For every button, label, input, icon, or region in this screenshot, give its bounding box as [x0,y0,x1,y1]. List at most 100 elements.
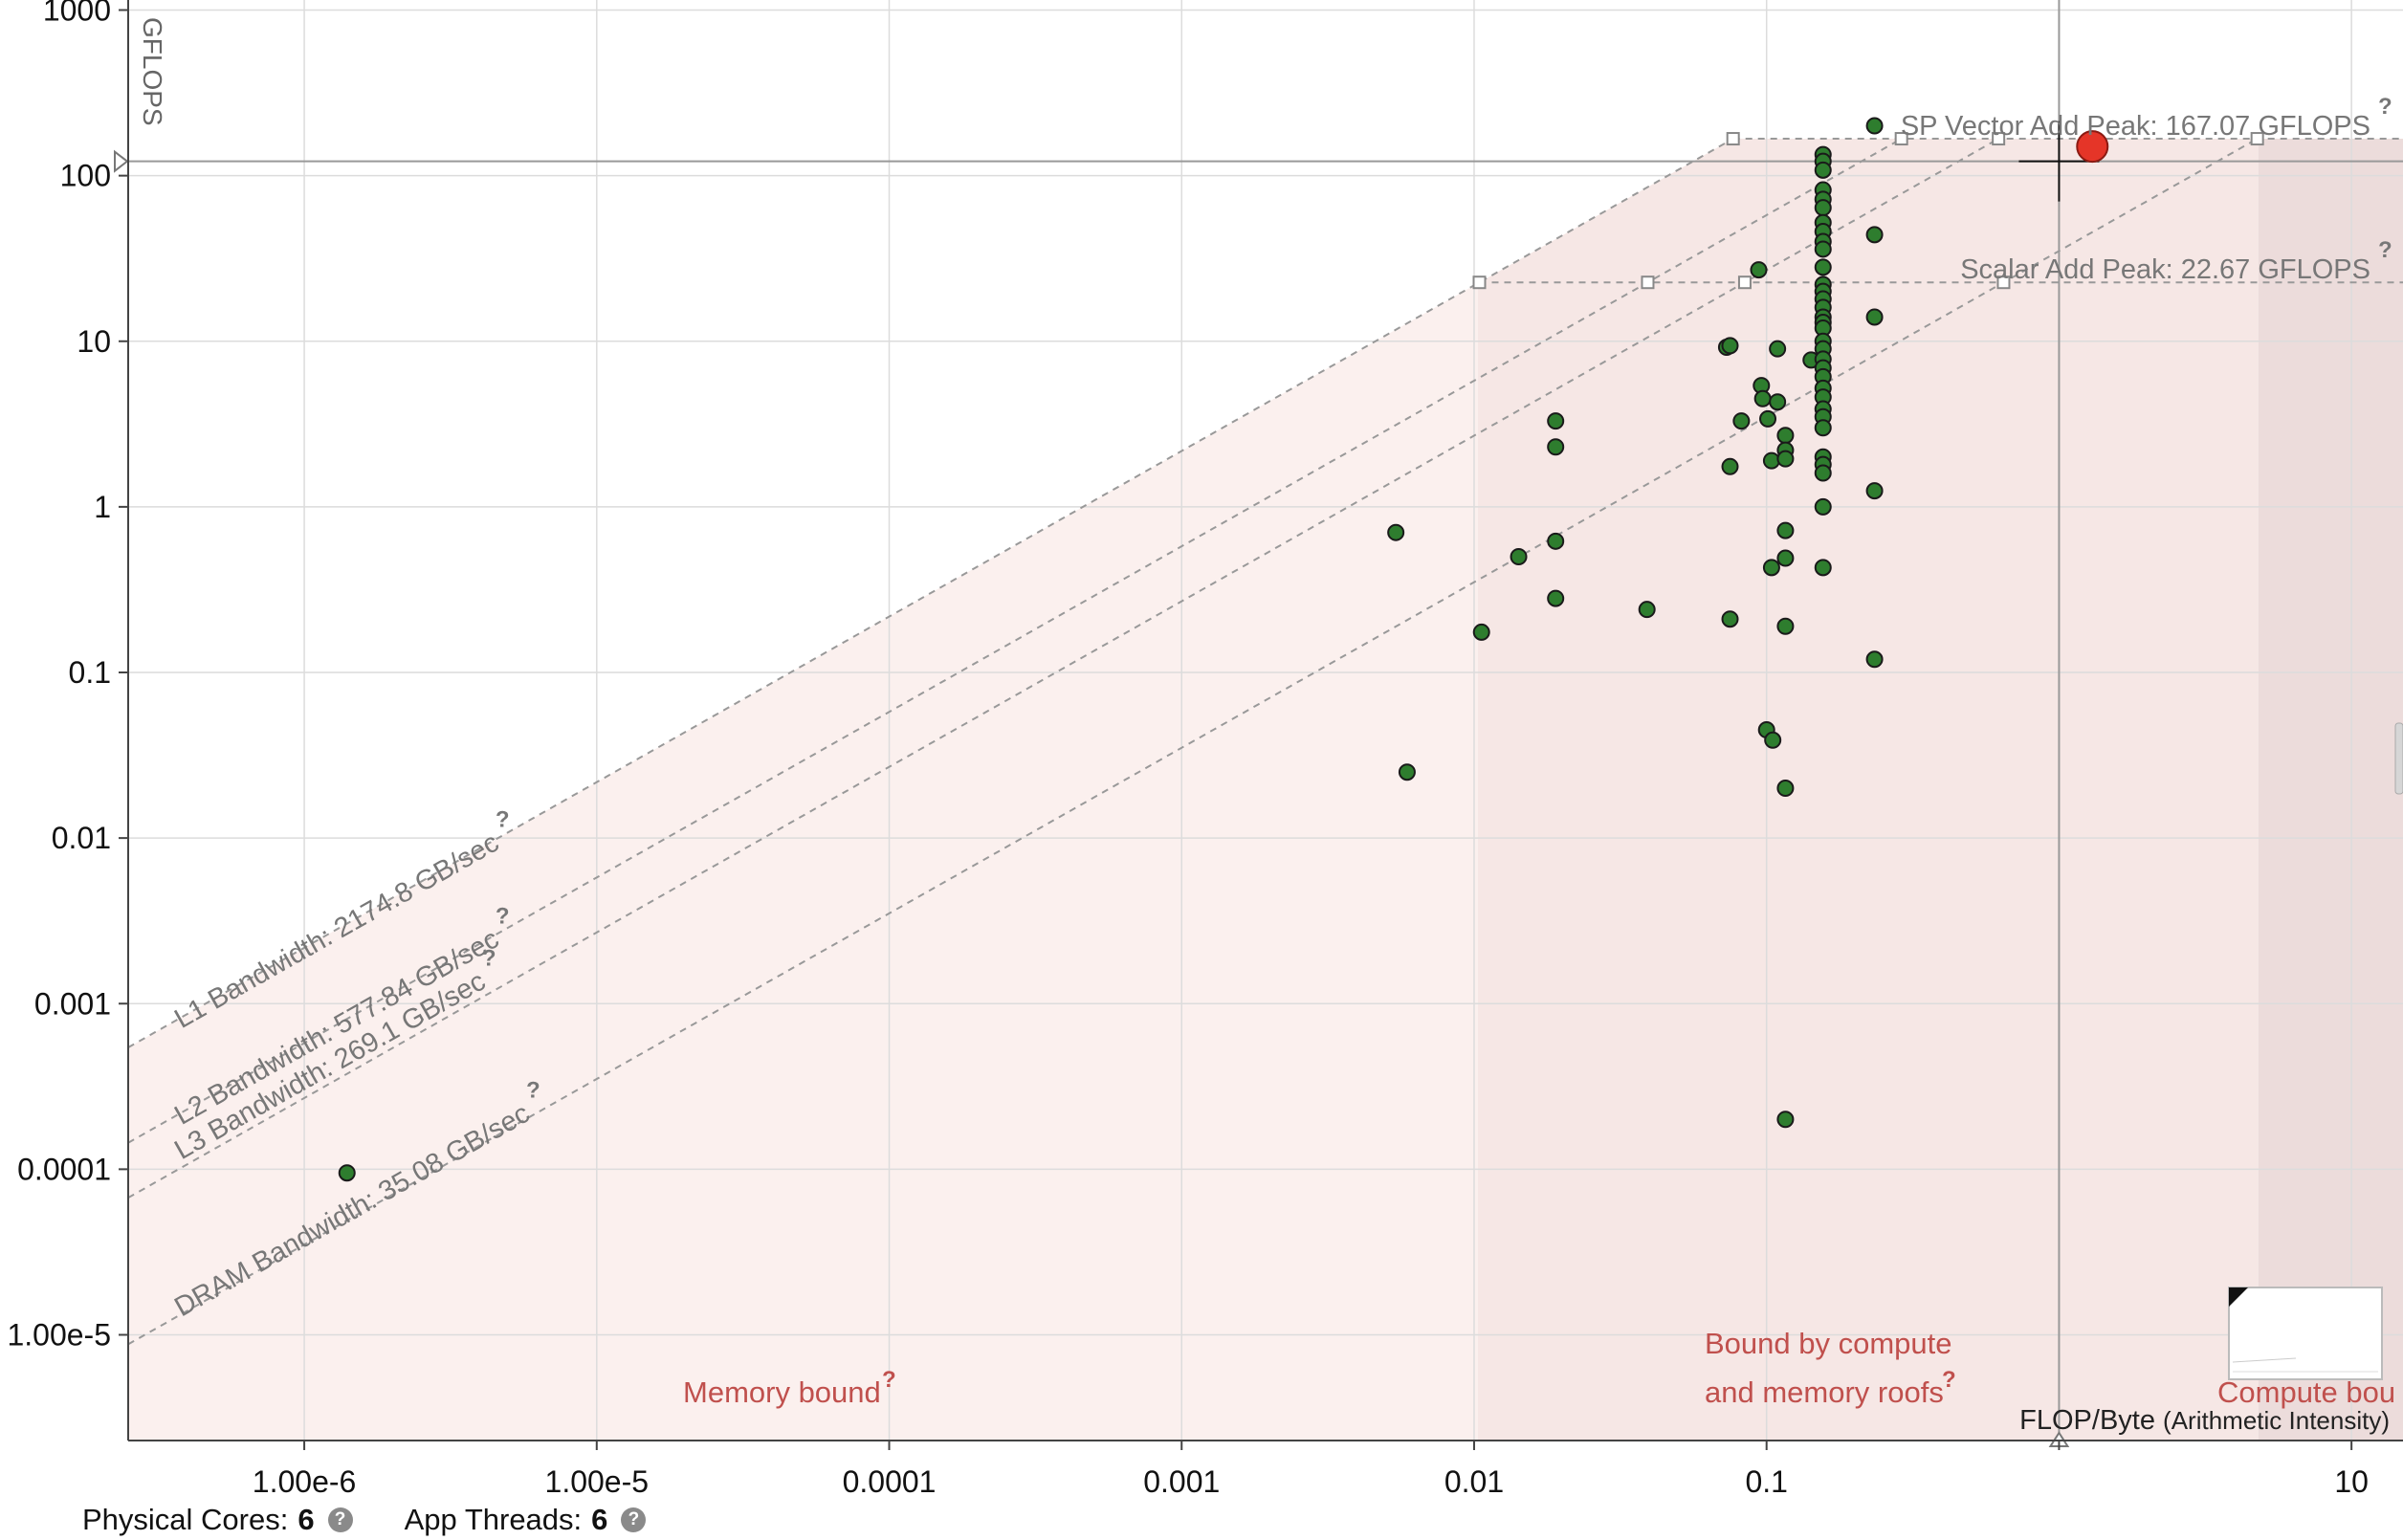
physical-cores-label: Physical Cores: [82,1503,289,1536]
roof-intersection-marker [1996,275,2011,290]
memory-roof-line[interactable] [128,138,1734,1048]
side-panel-handle[interactable] [2394,722,2403,795]
loop-point[interactable] [1762,451,1780,470]
roof-intersection-marker [1737,275,1752,290]
y-tick-label: 0.01 [52,821,111,855]
loop-point[interactable] [1865,226,1884,244]
memory-roof-help-icon[interactable]: ? [482,945,496,971]
y-tick-label: 0.001 [34,986,111,1021]
x-tick-label: 0.0001 [843,1464,937,1499]
loop-point[interactable] [1776,617,1795,635]
compute-roof-help-icon[interactable]: ? [2378,94,2392,120]
loop-point[interactable] [1769,340,1787,358]
x-tick-label: 1.00e-5 [545,1464,650,1499]
loop-point[interactable] [1776,1111,1795,1129]
memory-roof-help-icon[interactable]: ? [496,903,510,929]
loop-point[interactable] [1753,389,1772,407]
compute-roof-label: Scalar Add Peak: 22.67 GFLOPS [1960,254,2370,285]
loop-point[interactable] [1764,731,1782,749]
roof-intersection-marker [1641,275,1655,290]
loop-point[interactable] [1814,258,1832,276]
x-tick-label: 1.00e-6 [253,1464,357,1499]
loop-point[interactable] [1776,450,1795,468]
y-axis-slider-handle[interactable] [114,149,129,173]
loop-point[interactable] [1865,308,1884,326]
minimap-line [2232,1357,2297,1363]
y-tick-label: 0.1 [69,655,111,690]
roof-intersection-marker [1726,132,1740,146]
loop-point[interactable] [1814,199,1832,217]
loop-point[interactable] [1814,464,1832,482]
loop-point[interactable] [1814,497,1832,516]
x-axis-title-sub: (Arithmetic Intensity) [2163,1406,2390,1435]
y-tick-label: 1.00e-5 [7,1317,111,1352]
physical-cores-value: 6 [298,1503,315,1536]
compute-roof-help-icon[interactable]: ? [2378,237,2392,263]
loop-point[interactable] [1721,610,1739,628]
minimap-corner-marker [2229,1287,2248,1307]
loop-point[interactable] [1776,549,1795,567]
loop-point[interactable] [1547,412,1565,430]
roof-intersection-marker [1472,275,1487,290]
x-tick-label: 10 [2334,1464,2369,1499]
memory-roof-line[interactable] [128,138,1903,1144]
minimap-overview[interactable] [2228,1287,2383,1380]
loop-point[interactable] [1814,161,1832,179]
x-axis-title: FLOP/Byte (Arithmetic Intensity) [2019,1405,2390,1436]
loop-point[interactable] [1769,393,1787,411]
roof-intersection-marker [2250,132,2264,146]
compute-memory-bound-region [1477,139,2259,1441]
memory-bound-label: Memory bound [683,1375,881,1409]
compute-bound-label: Compute bou [2217,1375,2395,1409]
y-tick-label: 0.0001 [17,1152,111,1186]
compute-memory-label-line1: Bound by compute [1705,1327,1952,1360]
memory-bound-region [128,283,1478,1441]
loop-point[interactable] [1762,559,1780,577]
y-axis-title: GFLOPS [138,17,167,126]
loop-point[interactable] [1814,559,1832,577]
loop-point[interactable] [1759,409,1777,428]
x-tick-label: 0.01 [1444,1464,1504,1499]
selected-loop-point[interactable] [2076,130,2109,164]
memory-roof-line[interactable] [128,138,1999,1199]
loop-point[interactable] [1721,457,1739,475]
loop-point[interactable] [1638,601,1656,619]
x-axis-title-main: FLOP/Byte [2019,1405,2163,1436]
loop-point[interactable] [1398,763,1416,781]
loop-point[interactable] [1547,532,1565,550]
x-tick-label: 0.001 [1143,1464,1220,1499]
memory-roof-line[interactable] [128,138,2259,1346]
loop-point[interactable] [1547,438,1565,456]
compute-memory-label-line2: and memory roofs [1705,1375,1944,1409]
y-tick-label: 10 [77,324,111,359]
memory-bound-help-icon[interactable]: ? [882,1367,896,1393]
app-threads-help-icon[interactable]: ? [621,1507,647,1532]
memory-roof-help-icon[interactable]: ? [526,1078,540,1104]
loop-point[interactable] [1814,419,1832,437]
loop-point[interactable] [1865,482,1884,500]
loop-point[interactable] [1547,589,1565,607]
loop-point[interactable] [1721,337,1739,355]
x-tick-label: 0.1 [1745,1464,1787,1499]
loop-point[interactable] [1776,427,1795,445]
memory-roof-help-icon[interactable]: ? [496,806,510,832]
loop-point[interactable] [1510,547,1528,565]
compute-bound-region [2258,139,2403,1441]
loop-point[interactable] [1865,117,1884,135]
loop-point[interactable] [1776,780,1795,798]
app-threads-value: 6 [591,1503,608,1536]
compute-memory-help-icon[interactable]: ? [1942,1367,1956,1393]
loop-point[interactable] [1776,521,1795,539]
loop-point[interactable] [1865,650,1884,669]
app-threads-label: App Threads: [404,1503,583,1536]
loop-point[interactable] [338,1164,356,1182]
loop-point[interactable] [1732,412,1751,430]
loop-point[interactable] [1472,623,1490,641]
loop-point[interactable] [1387,523,1405,541]
y-tick-label: 1 [94,490,111,524]
physical-cores-help-icon[interactable]: ? [327,1507,353,1532]
loop-point[interactable] [1750,261,1768,279]
y-tick-label: 100 [60,159,111,193]
loop-point[interactable] [1814,240,1832,258]
